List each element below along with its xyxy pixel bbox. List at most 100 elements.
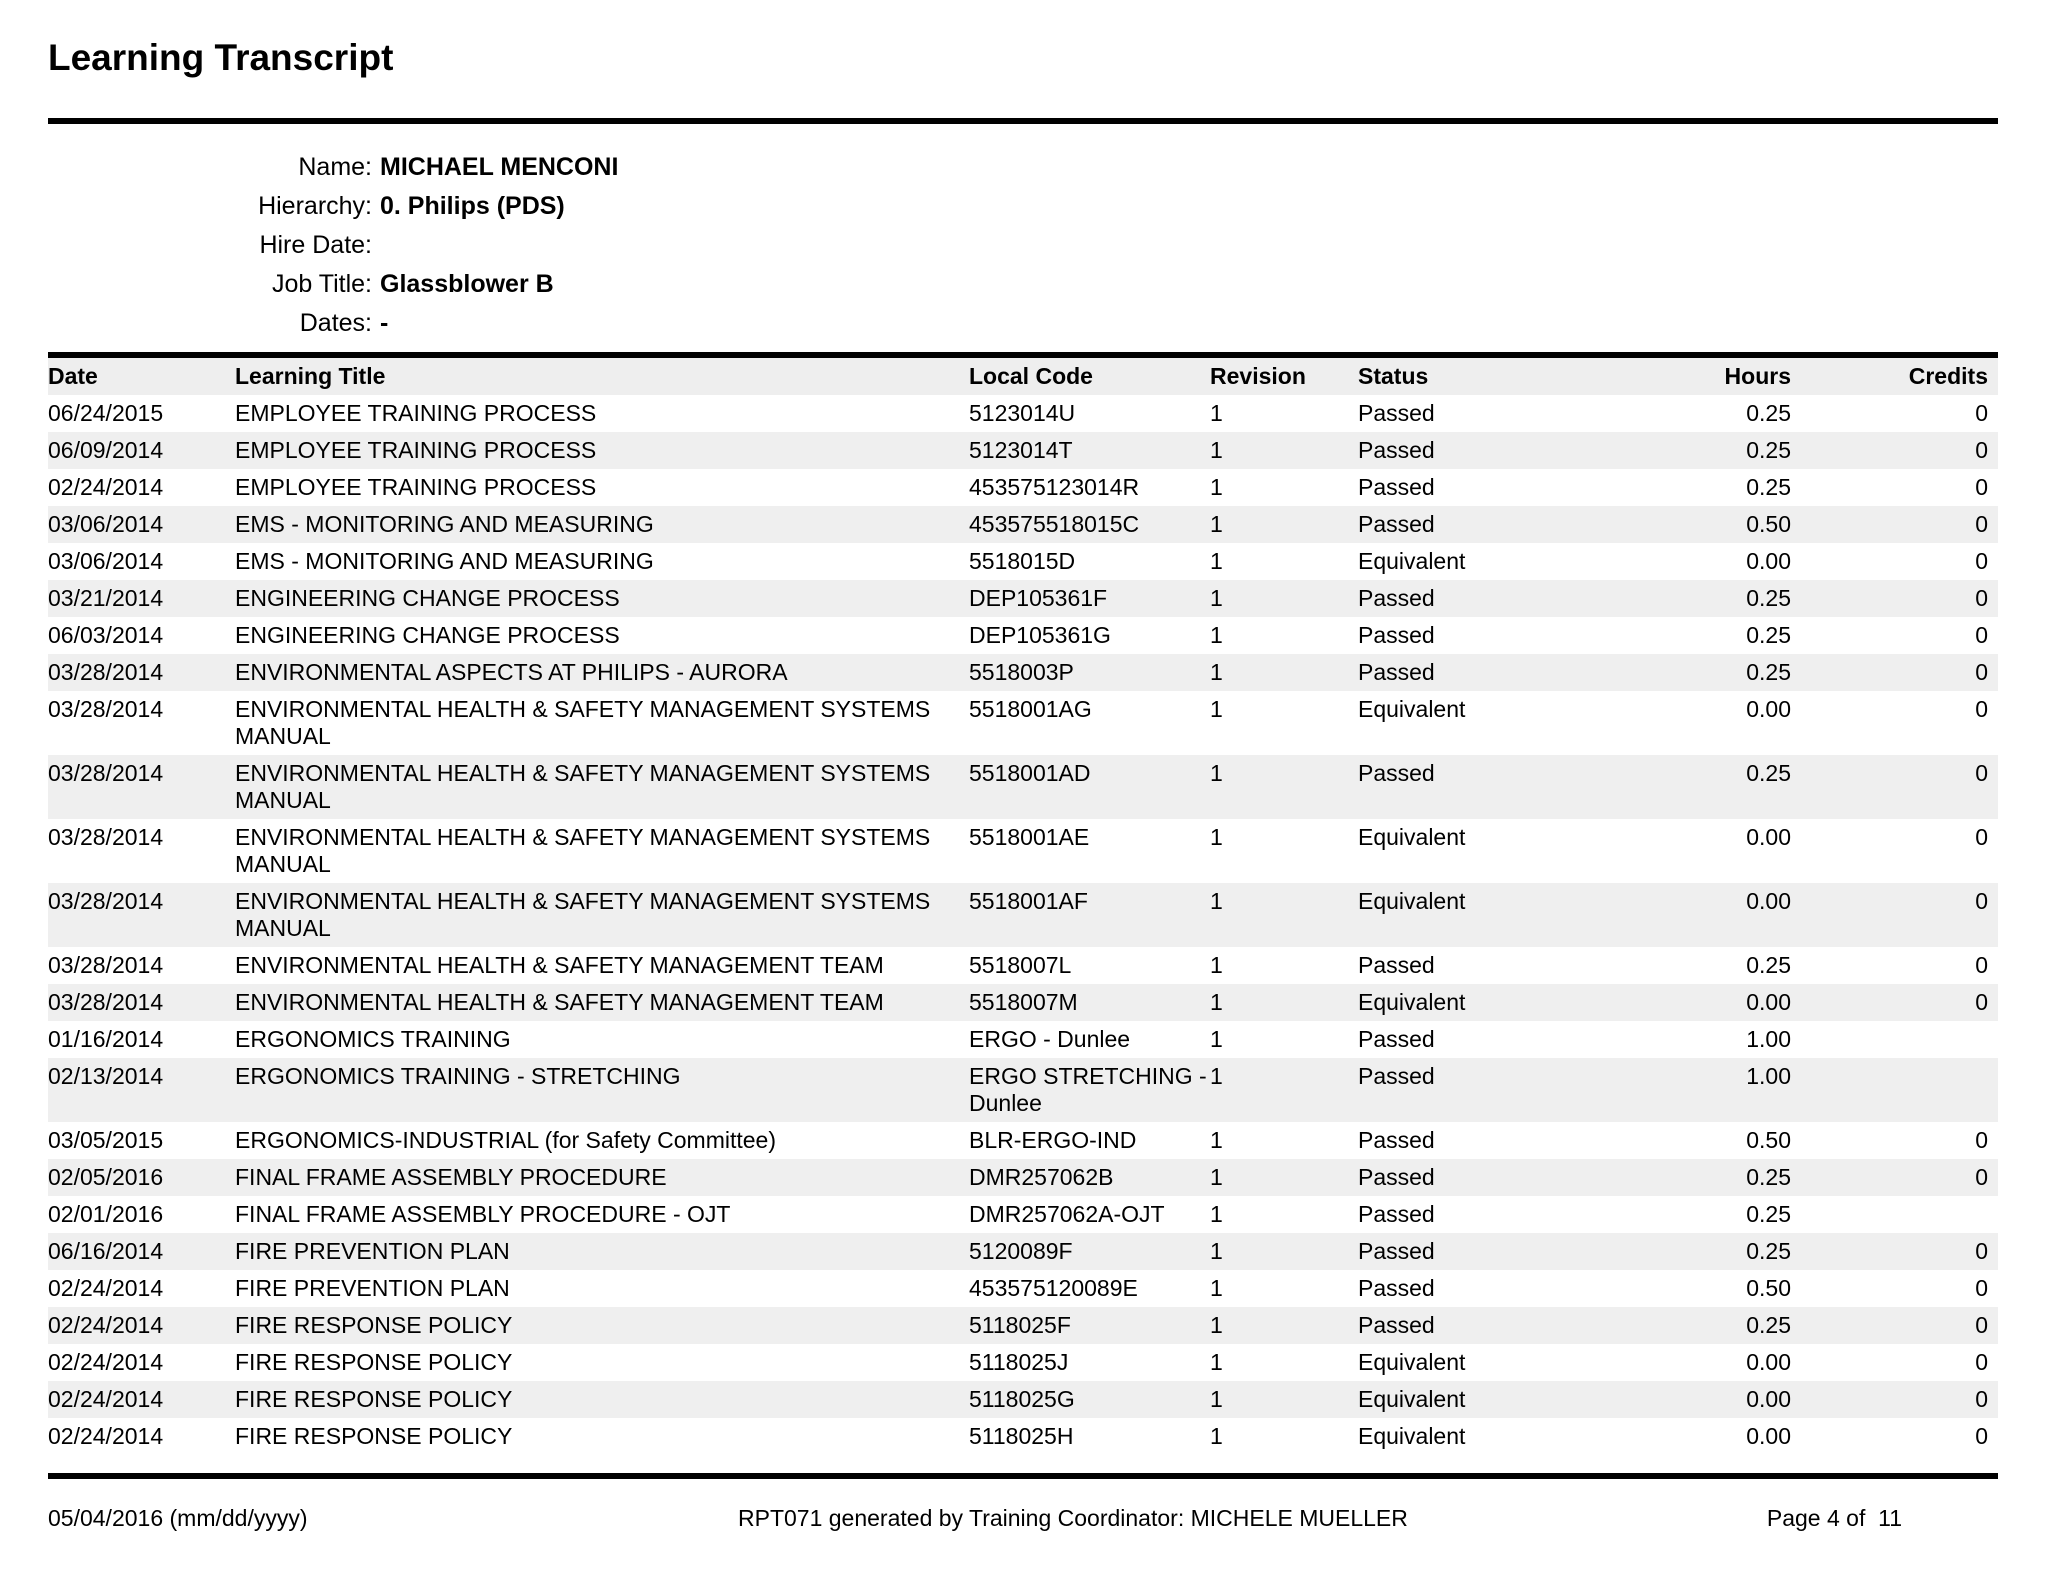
cell-status: Passed bbox=[1358, 400, 1435, 426]
cell-status: Equivalent bbox=[1358, 989, 1466, 1015]
cell-revision: 1 bbox=[1210, 888, 1223, 914]
cell-local-code: 5118025F bbox=[969, 1312, 1071, 1338]
cell-revision: 1 bbox=[1210, 659, 1223, 685]
cell-credits: 0 bbox=[1975, 1312, 1988, 1338]
cell-date: 01/16/2014 bbox=[48, 1026, 164, 1052]
table-row: 03/28/2014 ENVIRONMENTAL HEALTH & SAFETY … bbox=[48, 947, 1998, 984]
cell-revision: 1 bbox=[1210, 1275, 1223, 1301]
cell-credits: 0 bbox=[1975, 1238, 1988, 1264]
cell-status: Passed bbox=[1358, 585, 1435, 611]
column-header-credits: Credits bbox=[1791, 358, 1998, 395]
cell-status: Passed bbox=[1358, 760, 1435, 786]
cell-date: 03/28/2014 bbox=[48, 888, 164, 914]
table-row: 03/21/2014 ENGINEERING CHANGE PROCESS DEP1… bbox=[48, 580, 1998, 617]
cell-revision: 1 bbox=[1210, 622, 1223, 648]
cell-date: 03/28/2014 bbox=[48, 952, 164, 978]
cell-hours: 0.00 bbox=[1746, 548, 1791, 574]
cell-local-code: 5518001AF bbox=[969, 888, 1088, 914]
cell-date: 02/13/2014 bbox=[48, 1063, 164, 1089]
cell-date: 02/05/2016 bbox=[48, 1164, 164, 1190]
table-row: 02/24/2014 FIRE RESPONSE POLICY 5118025F 1 P… bbox=[48, 1307, 1998, 1344]
cell-local-code: 453575123014R bbox=[969, 474, 1140, 500]
table-row: 02/24/2014 FIRE RESPONSE POLICY 5118025G 1 E… bbox=[48, 1381, 1998, 1418]
table-row: 03/28/2014 ENVIRONMENTAL HEALTH & SAFETY … bbox=[48, 984, 1998, 1021]
cell-learning-title: EMS - MONITORING AND MEASURING bbox=[235, 511, 654, 537]
cell-credits: 0 bbox=[1975, 548, 1988, 574]
cell-credits: 0 bbox=[1975, 511, 1988, 537]
table-row: 06/24/2015 EMPLOYEE TRAINING PROCESS 51230… bbox=[48, 395, 1998, 432]
cell-hours: 0.50 bbox=[1746, 1275, 1791, 1301]
info-row-hierarchy: Hierarchy: 0. Philips (PDS) bbox=[48, 187, 1998, 226]
cell-local-code: 453575518015C bbox=[969, 511, 1140, 537]
cell-date: 06/09/2014 bbox=[48, 437, 164, 463]
cell-status: Equivalent bbox=[1358, 696, 1466, 722]
cell-status: Passed bbox=[1358, 511, 1435, 537]
info-value-hierarchy: 0. Philips (PDS) bbox=[380, 192, 565, 220]
employee-info-block: Name: MICHAEL MENCONI Hierarchy: 0. Phil… bbox=[48, 148, 1998, 343]
cell-status: Passed bbox=[1358, 1275, 1435, 1301]
cell-learning-title: EMPLOYEE TRAINING PROCESS bbox=[235, 474, 597, 500]
cell-hours: 0.25 bbox=[1746, 1201, 1791, 1227]
cell-local-code: DMR257062A-OJT bbox=[969, 1201, 1165, 1227]
cell-local-code: 5518007L bbox=[969, 952, 1072, 978]
cell-status: Equivalent bbox=[1358, 1423, 1466, 1449]
cell-date: 03/05/2015 bbox=[48, 1127, 164, 1153]
cell-credits: 0 bbox=[1975, 659, 1988, 685]
cell-hours: 0.25 bbox=[1746, 585, 1791, 611]
cell-hours: 0.00 bbox=[1746, 1386, 1791, 1412]
info-row-dates: Dates: - bbox=[48, 304, 1998, 343]
cell-revision: 1 bbox=[1210, 548, 1223, 574]
cell-revision: 1 bbox=[1210, 400, 1223, 426]
cell-date: 06/16/2014 bbox=[48, 1238, 164, 1264]
page-number: Page 4 of 11 bbox=[1766, 1505, 1902, 1531]
cell-revision: 1 bbox=[1210, 511, 1223, 537]
page-title: Learning Transcript bbox=[48, 37, 394, 78]
cell-date: 03/06/2014 bbox=[48, 511, 164, 537]
cell-date: 02/24/2014 bbox=[48, 474, 164, 500]
table-row: 02/24/2014 FIRE RESPONSE POLICY 5118025H 1 E… bbox=[48, 1418, 1998, 1455]
cell-credits: 0 bbox=[1975, 400, 1988, 426]
cell-learning-title: ERGONOMICS-INDUSTRIAL (for Safety Commit… bbox=[235, 1127, 777, 1153]
cell-revision: 1 bbox=[1210, 1201, 1223, 1227]
cell-hours: 0.25 bbox=[1746, 1312, 1791, 1338]
table-row: 03/06/2014 EMS - MONITORING AND MEASURING… bbox=[48, 543, 1998, 580]
column-header-learning-title: Learning Title bbox=[235, 358, 969, 395]
column-header-local-code: Local Code bbox=[969, 358, 1210, 395]
cell-credits: 0 bbox=[1975, 952, 1988, 978]
cell-status: Passed bbox=[1358, 1201, 1435, 1227]
cell-local-code: 5123014T bbox=[969, 437, 1073, 463]
transcript-table-body: 06/24/2015 EMPLOYEE TRAINING PROCESS 51230… bbox=[48, 395, 1998, 1455]
cell-local-code: 5518001AE bbox=[969, 824, 1090, 850]
cell-revision: 1 bbox=[1210, 1164, 1223, 1190]
cell-local-code: DEP105361F bbox=[969, 585, 1108, 611]
cell-date: 03/06/2014 bbox=[48, 548, 164, 574]
cell-date: 02/01/2016 bbox=[48, 1201, 164, 1227]
cell-learning-title: FINAL FRAME ASSEMBLY PROCEDURE - OJT bbox=[235, 1201, 731, 1227]
cell-hours: 0.00 bbox=[1746, 824, 1791, 850]
cell-status: Passed bbox=[1358, 659, 1435, 685]
title-divider bbox=[48, 118, 1998, 124]
cell-local-code: 5120089F bbox=[969, 1238, 1073, 1264]
table-row: 03/06/2014 EMS - MONITORING AND MEASURING… bbox=[48, 506, 1998, 543]
info-value-dates: - bbox=[380, 309, 389, 337]
cell-revision: 1 bbox=[1210, 1238, 1223, 1264]
table-row: 06/03/2014 ENGINEERING CHANGE PROCESS DEP1… bbox=[48, 617, 1998, 654]
cell-credits: 0 bbox=[1975, 585, 1988, 611]
cell-date: 02/24/2014 bbox=[48, 1386, 164, 1412]
cell-local-code: 453575120089E bbox=[969, 1275, 1138, 1301]
cell-credits: 0 bbox=[1975, 1127, 1988, 1153]
cell-learning-title: FIRE RESPONSE POLICY bbox=[235, 1312, 513, 1338]
report-generated-by: RPT071 generated by Training Coordinator… bbox=[738, 1505, 1408, 1531]
cell-status: Passed bbox=[1358, 1164, 1435, 1190]
table-header-row: Date Learning Title Local Code Revision Stat… bbox=[48, 358, 1998, 395]
cell-hours: 0.25 bbox=[1746, 400, 1791, 426]
cell-revision: 1 bbox=[1210, 1127, 1223, 1153]
cell-learning-title: FIRE PREVENTION PLAN bbox=[235, 1275, 510, 1301]
cell-learning-title: ENVIRONMENTAL ASPECTS AT PHILIPS - AUROR… bbox=[235, 659, 788, 685]
table-row: 06/16/2014 FIRE PREVENTION PLAN 5120089F 1 P… bbox=[48, 1233, 1998, 1270]
table-row: 03/28/2014 ENVIRONMENTAL HEALTH & SAFETY … bbox=[48, 755, 1998, 819]
cell-credits: 0 bbox=[1975, 1349, 1988, 1375]
cell-local-code: BLR-ERGO-IND bbox=[969, 1127, 1137, 1153]
cell-learning-title: ENVIRONMENTAL HEALTH & SAFETY MANAGEMENT… bbox=[235, 952, 884, 978]
